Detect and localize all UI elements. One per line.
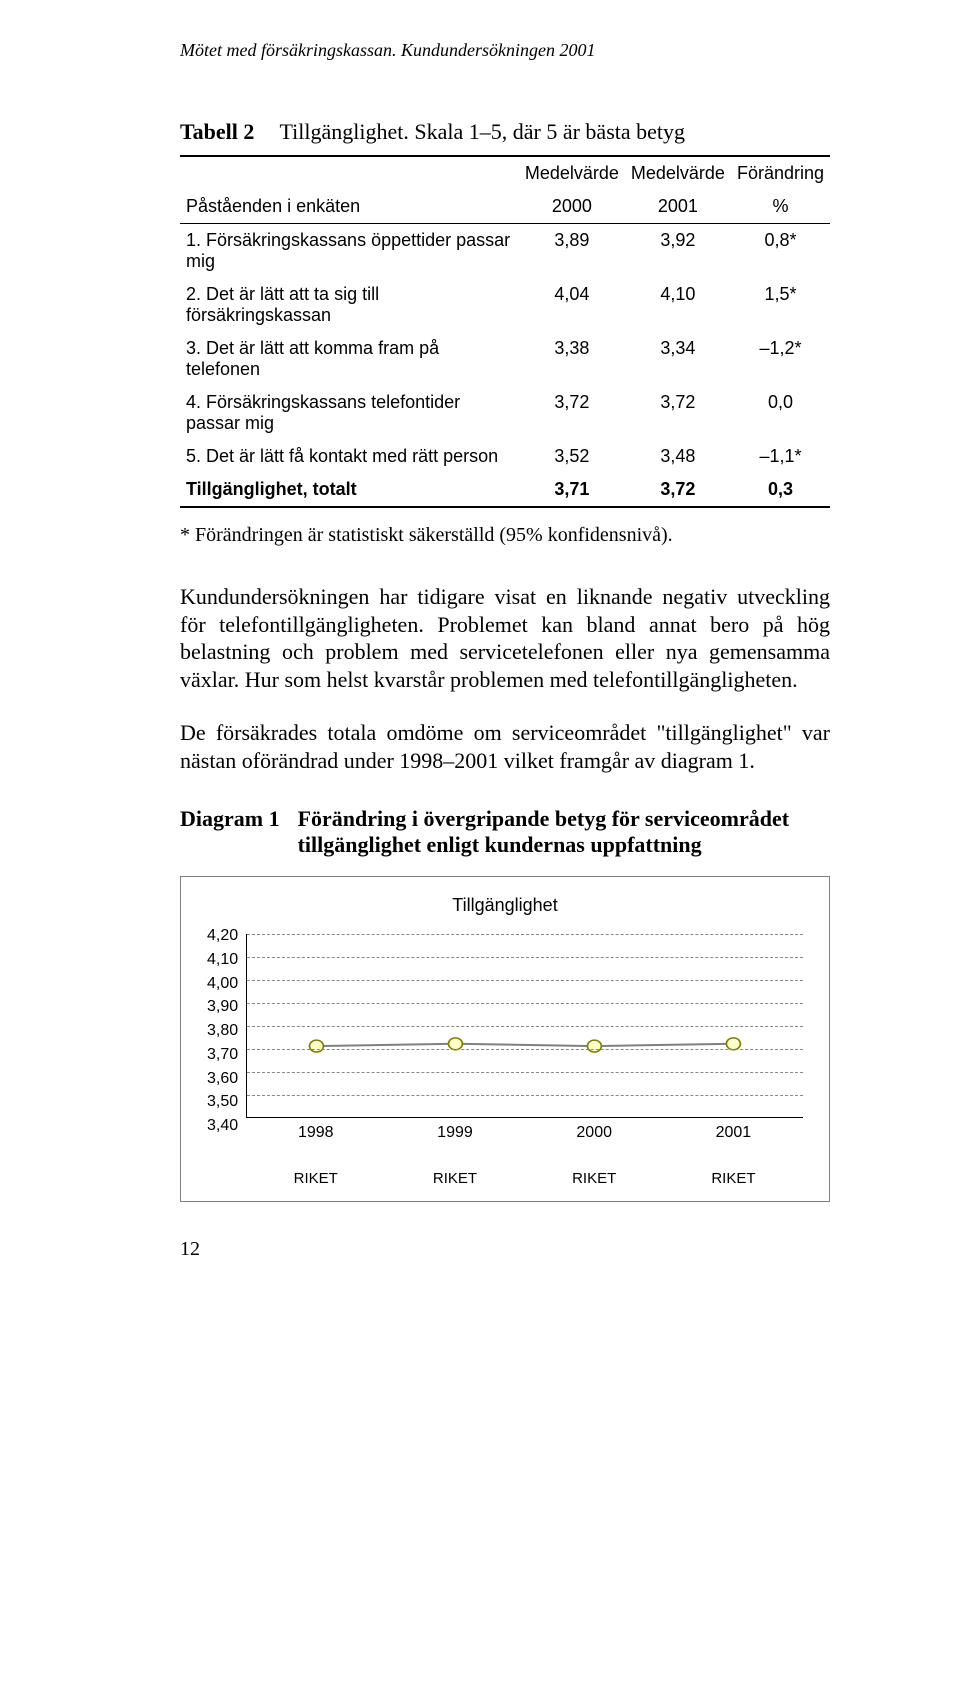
plot-wrap: 1998199920002001 RIKETRIKETRIKETRIKET xyxy=(246,934,803,1187)
series-marker xyxy=(449,1038,463,1050)
table-row: 4. Försäkringskassans telefontider passa… xyxy=(180,386,830,440)
grid-line xyxy=(247,980,803,981)
y-tick-label: 4,20 xyxy=(207,928,238,940)
series-line xyxy=(317,1044,734,1046)
diagram-label: Diagram 1 xyxy=(180,806,280,858)
table-caption: Tabell 2 Tillgänglighet. Skala 1–5, där … xyxy=(180,119,830,145)
series-marker xyxy=(588,1040,602,1052)
page-number: 12 xyxy=(180,1238,830,1261)
table-row: 5. Det är lätt få kontakt med rätt perso… xyxy=(180,440,830,473)
cell-v2001: 3,72 xyxy=(625,386,731,440)
cell-v2000: 3,89 xyxy=(519,224,625,279)
cell-chg: –1,1* xyxy=(731,440,830,473)
table-header-row-2: Påståenden i enkäten 2000 2001 % xyxy=(180,190,830,224)
cell-chg: –1,2* xyxy=(731,332,830,386)
col-header: % xyxy=(731,190,830,224)
y-tick-label: 4,10 xyxy=(207,952,238,964)
table-body: 1. Försäkringskassans öppettider passar … xyxy=(180,224,830,508)
table-footnote: * Förändringen är statistiskt säkerställ… xyxy=(180,524,830,547)
table-label: Tabell 2 xyxy=(180,119,254,144)
x-tick-label-region: RIKET xyxy=(385,1148,524,1187)
plot-area xyxy=(246,934,803,1118)
x-tick-label-year: 2000 xyxy=(525,1124,664,1142)
y-tick-label: 3,60 xyxy=(207,1071,238,1083)
table-row: 2. Det är lätt att ta sig till försäkrin… xyxy=(180,278,830,332)
cell-stmt: 2. Det är lätt att ta sig till försäkrin… xyxy=(180,278,519,332)
x-tick-label-year: 1998 xyxy=(246,1124,385,1142)
cell-v2000: 4,04 xyxy=(519,278,625,332)
series-marker xyxy=(310,1040,324,1052)
grid-line xyxy=(247,1049,803,1050)
grid-line xyxy=(247,1095,803,1096)
cell-v2000: 3,71 xyxy=(519,473,625,507)
table-header-row-1: Medelvärde Medelvärde Förändring xyxy=(180,156,830,190)
chart-area: 4,204,104,003,903,803,703,603,503,40 199… xyxy=(207,934,803,1187)
table-total-row: Tillgänglighet, totalt3,713,720,3 xyxy=(180,473,830,507)
cell-stmt: 5. Det är lätt få kontakt med rätt perso… xyxy=(180,440,519,473)
col-header: 2000 xyxy=(519,190,625,224)
col-header-stmt: Påståenden i enkäten xyxy=(180,190,519,224)
y-tick-label: 4,00 xyxy=(207,976,238,988)
cell-v2001: 3,72 xyxy=(625,473,731,507)
grid-line xyxy=(247,1003,803,1004)
diagram-caption: Diagram 1 Förändring i övergripande bety… xyxy=(180,806,830,858)
col-header: Medelvärde xyxy=(519,156,625,190)
x-tick-label-region: RIKET xyxy=(664,1148,803,1187)
cell-stmt: 4. Försäkringskassans telefontider passa… xyxy=(180,386,519,440)
y-tick-label: 3,80 xyxy=(207,1023,238,1035)
cell-v2000: 3,52 xyxy=(519,440,625,473)
chart-container: Tillgänglighet 4,20 4,10 4,00 3,90 3,80 3,70 3… xyxy=(180,876,830,1202)
table-row: 3. Det är lätt att komma fram på telefon… xyxy=(180,332,830,386)
y-tick-label: 3,50 xyxy=(207,1094,238,1106)
cell-chg: 0,0 xyxy=(731,386,830,440)
x-tick-label-region: RIKET xyxy=(246,1148,385,1187)
table-title: Tillgänglighet. Skala 1–5, där 5 är bäst… xyxy=(280,119,686,144)
running-header: Mötet med försäkringskassan. Kundundersö… xyxy=(180,40,830,61)
data-table: Medelvärde Medelvärde Förändring Påståen… xyxy=(180,155,830,508)
cell-chg: 0,8* xyxy=(731,224,830,279)
y-tick-label: 3,70 xyxy=(207,1047,238,1059)
col-header: Medelvärde xyxy=(625,156,731,190)
table-row: 1. Försäkringskassans öppettider passar … xyxy=(180,224,830,279)
grid-line xyxy=(247,957,803,958)
grid-line xyxy=(247,1026,803,1027)
grid-line xyxy=(247,934,803,935)
x-axis-labels-year: 1998199920002001 xyxy=(246,1124,803,1142)
series-marker xyxy=(727,1038,741,1050)
cell-stmt: 3. Det är lätt att komma fram på telefon… xyxy=(180,332,519,386)
x-tick-label-region: RIKET xyxy=(525,1148,664,1187)
body-paragraph: Kundundersökningen har tidigare visat en… xyxy=(180,583,830,693)
y-tick-label: 3,90 xyxy=(207,999,238,1011)
x-tick-label-year: 2001 xyxy=(664,1124,803,1142)
document-page: Mötet med försäkringskassan. Kundundersö… xyxy=(0,0,960,1301)
grid-line xyxy=(247,1072,803,1073)
cell-chg: 1,5* xyxy=(731,278,830,332)
body-paragraph: De försäkrades totala omdöme om serviceo… xyxy=(180,719,830,774)
x-tick-label-year: 1999 xyxy=(385,1124,524,1142)
cell-v2000: 3,38 xyxy=(519,332,625,386)
cell-v2000: 3,72 xyxy=(519,386,625,440)
cell-stmt: Tillgänglighet, totalt xyxy=(180,473,519,507)
cell-chg: 0,3 xyxy=(731,473,830,507)
cell-v2001: 3,92 xyxy=(625,224,731,279)
col-header: Förändring xyxy=(731,156,830,190)
y-axis-labels: 4,204,104,003,903,803,703,603,503,40 xyxy=(207,934,246,1130)
x-axis-labels-region: RIKETRIKETRIKETRIKET xyxy=(246,1148,803,1187)
diagram-title: Förändring i övergripande betyg för serv… xyxy=(298,806,830,858)
cell-stmt: 1. Försäkringskassans öppettider passar … xyxy=(180,224,519,279)
y-tick-label: 3,40 xyxy=(207,1118,238,1130)
cell-v2001: 3,34 xyxy=(625,332,731,386)
col-header: 2001 xyxy=(625,190,731,224)
chart-title: Tillgänglighet xyxy=(207,895,803,916)
cell-v2001: 3,48 xyxy=(625,440,731,473)
cell-v2001: 4,10 xyxy=(625,278,731,332)
